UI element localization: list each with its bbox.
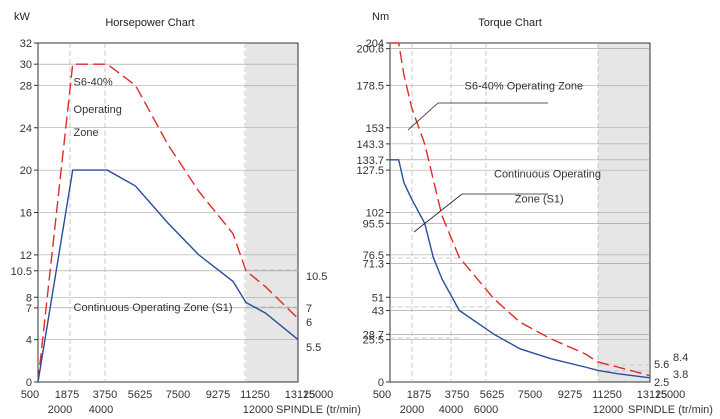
right-edge-label: 10.5 — [306, 271, 327, 283]
y-tick-label: 200.6 — [356, 44, 384, 56]
s6-series-line — [37, 63, 299, 383]
y-tick-label: 7 — [26, 303, 32, 315]
y-tick-label: 153 — [366, 123, 384, 135]
y-tick-label: 95.5 — [363, 218, 384, 230]
x-tick-label: 7500 — [166, 389, 190, 401]
zone-annotation: S6-40% Operating Zone — [465, 81, 584, 93]
y-tick-label: 16 — [20, 208, 32, 220]
x-tick-label: 9275 — [558, 389, 582, 401]
x-tick-label: 13125 — [285, 389, 316, 401]
y-tick-label: 28.7 — [363, 329, 384, 341]
y-tick-label: 20 — [20, 165, 32, 177]
zone-annotation: Operating — [74, 104, 122, 116]
y-tick-label: 133.7 — [356, 155, 384, 167]
y-axis-label: kW — [14, 11, 31, 23]
zone-annotation: Continuous Operating — [494, 169, 601, 181]
y-tick-label: 24 — [20, 123, 32, 135]
x-tick-label: 9275 — [206, 389, 230, 401]
right-edge-label: 6 — [306, 317, 312, 329]
x-tick-label: 11250 — [592, 389, 622, 401]
x-tick-label: 3750 — [93, 389, 117, 401]
y-tick-label: 127.5 — [356, 165, 384, 177]
s1-series-line — [37, 169, 299, 383]
right-edge-label: 5.5 — [306, 342, 321, 354]
chart-title: Torque Chart — [478, 17, 542, 29]
s6-series-line — [390, 42, 651, 377]
right-edge-label: 8.4 — [673, 352, 688, 364]
y-tick-label: 10.5 — [11, 266, 32, 278]
x-tick-label-secondary: 2000 — [48, 404, 72, 416]
y-tick-label: 43 — [372, 306, 384, 318]
zone-annotation: Zone (S1) — [515, 194, 564, 206]
zone-annotation: Zone — [74, 127, 99, 139]
x-tick-label-secondary: 12000 — [243, 404, 274, 416]
x-tick-label: 15000 — [303, 389, 334, 401]
y-tick-label: 178.5 — [356, 80, 384, 92]
zone-annotation: S6-40% — [74, 76, 113, 88]
x-tick-label: 11250 — [240, 389, 270, 401]
y-tick-label: 204 — [366, 38, 384, 50]
x-axis-label: SPINDLE (tr/min) — [628, 404, 713, 416]
x-tick-label-secondary: 4000 — [89, 404, 113, 416]
x-tick-label-secondary: 2000 — [400, 404, 424, 416]
y-tick-label: 30 — [20, 59, 32, 71]
annotation-leader — [413, 193, 463, 233]
x-tick-label: 7500 — [518, 389, 542, 401]
y-tick-label: 143.3 — [356, 139, 384, 151]
chart-title: Horsepower Chart — [105, 17, 194, 29]
y-tick-label: 32 — [20, 38, 32, 50]
y-tick-label: 12 — [20, 250, 32, 262]
y-tick-label: 76.5 — [363, 250, 384, 262]
x-tick-label-secondary: 12000 — [593, 404, 624, 416]
annotation-leader — [407, 102, 439, 131]
s1-series-line — [390, 159, 651, 379]
x-tick-label: 5625 — [128, 389, 152, 401]
x-tick-label-secondary: 4000 — [439, 404, 463, 416]
right-edge-label: 7 — [306, 303, 312, 315]
y-tick-label: 28 — [20, 80, 32, 92]
right-edge-label: 5.6 — [654, 359, 669, 371]
x-tick-label: 5625 — [480, 389, 504, 401]
x-tick-label: 13125 — [637, 389, 668, 401]
zone-annotation: Continuous Operating Zone (S1) — [74, 302, 233, 314]
y-tick-label: 102 — [366, 208, 384, 220]
y-tick-label: 0 — [378, 377, 384, 389]
x-tick-label: 15000 — [655, 389, 686, 401]
x-tick-label-secondary: 6000 — [474, 404, 498, 416]
y-tick-label: 4 — [26, 335, 32, 347]
right-edge-label: 3.8 — [673, 369, 688, 381]
x-tick-label: 500 — [373, 389, 391, 401]
y-axis-label: Nm — [372, 11, 389, 23]
right-edge-label: 2.5 — [654, 377, 669, 389]
x-tick-label: 1875 — [407, 389, 431, 401]
x-tick-label: 500 — [21, 389, 39, 401]
y-tick-label: 51 — [372, 292, 384, 304]
y-tick-label: 25.5 — [363, 335, 384, 347]
x-tick-label: 1875 — [55, 389, 79, 401]
x-axis-label: SPINDLE (tr/min) — [276, 404, 361, 416]
y-tick-label: 8 — [26, 292, 32, 304]
y-tick-label: 0 — [26, 377, 32, 389]
y-tick-label: 71.3 — [363, 259, 384, 271]
x-tick-label: 3750 — [445, 389, 469, 401]
